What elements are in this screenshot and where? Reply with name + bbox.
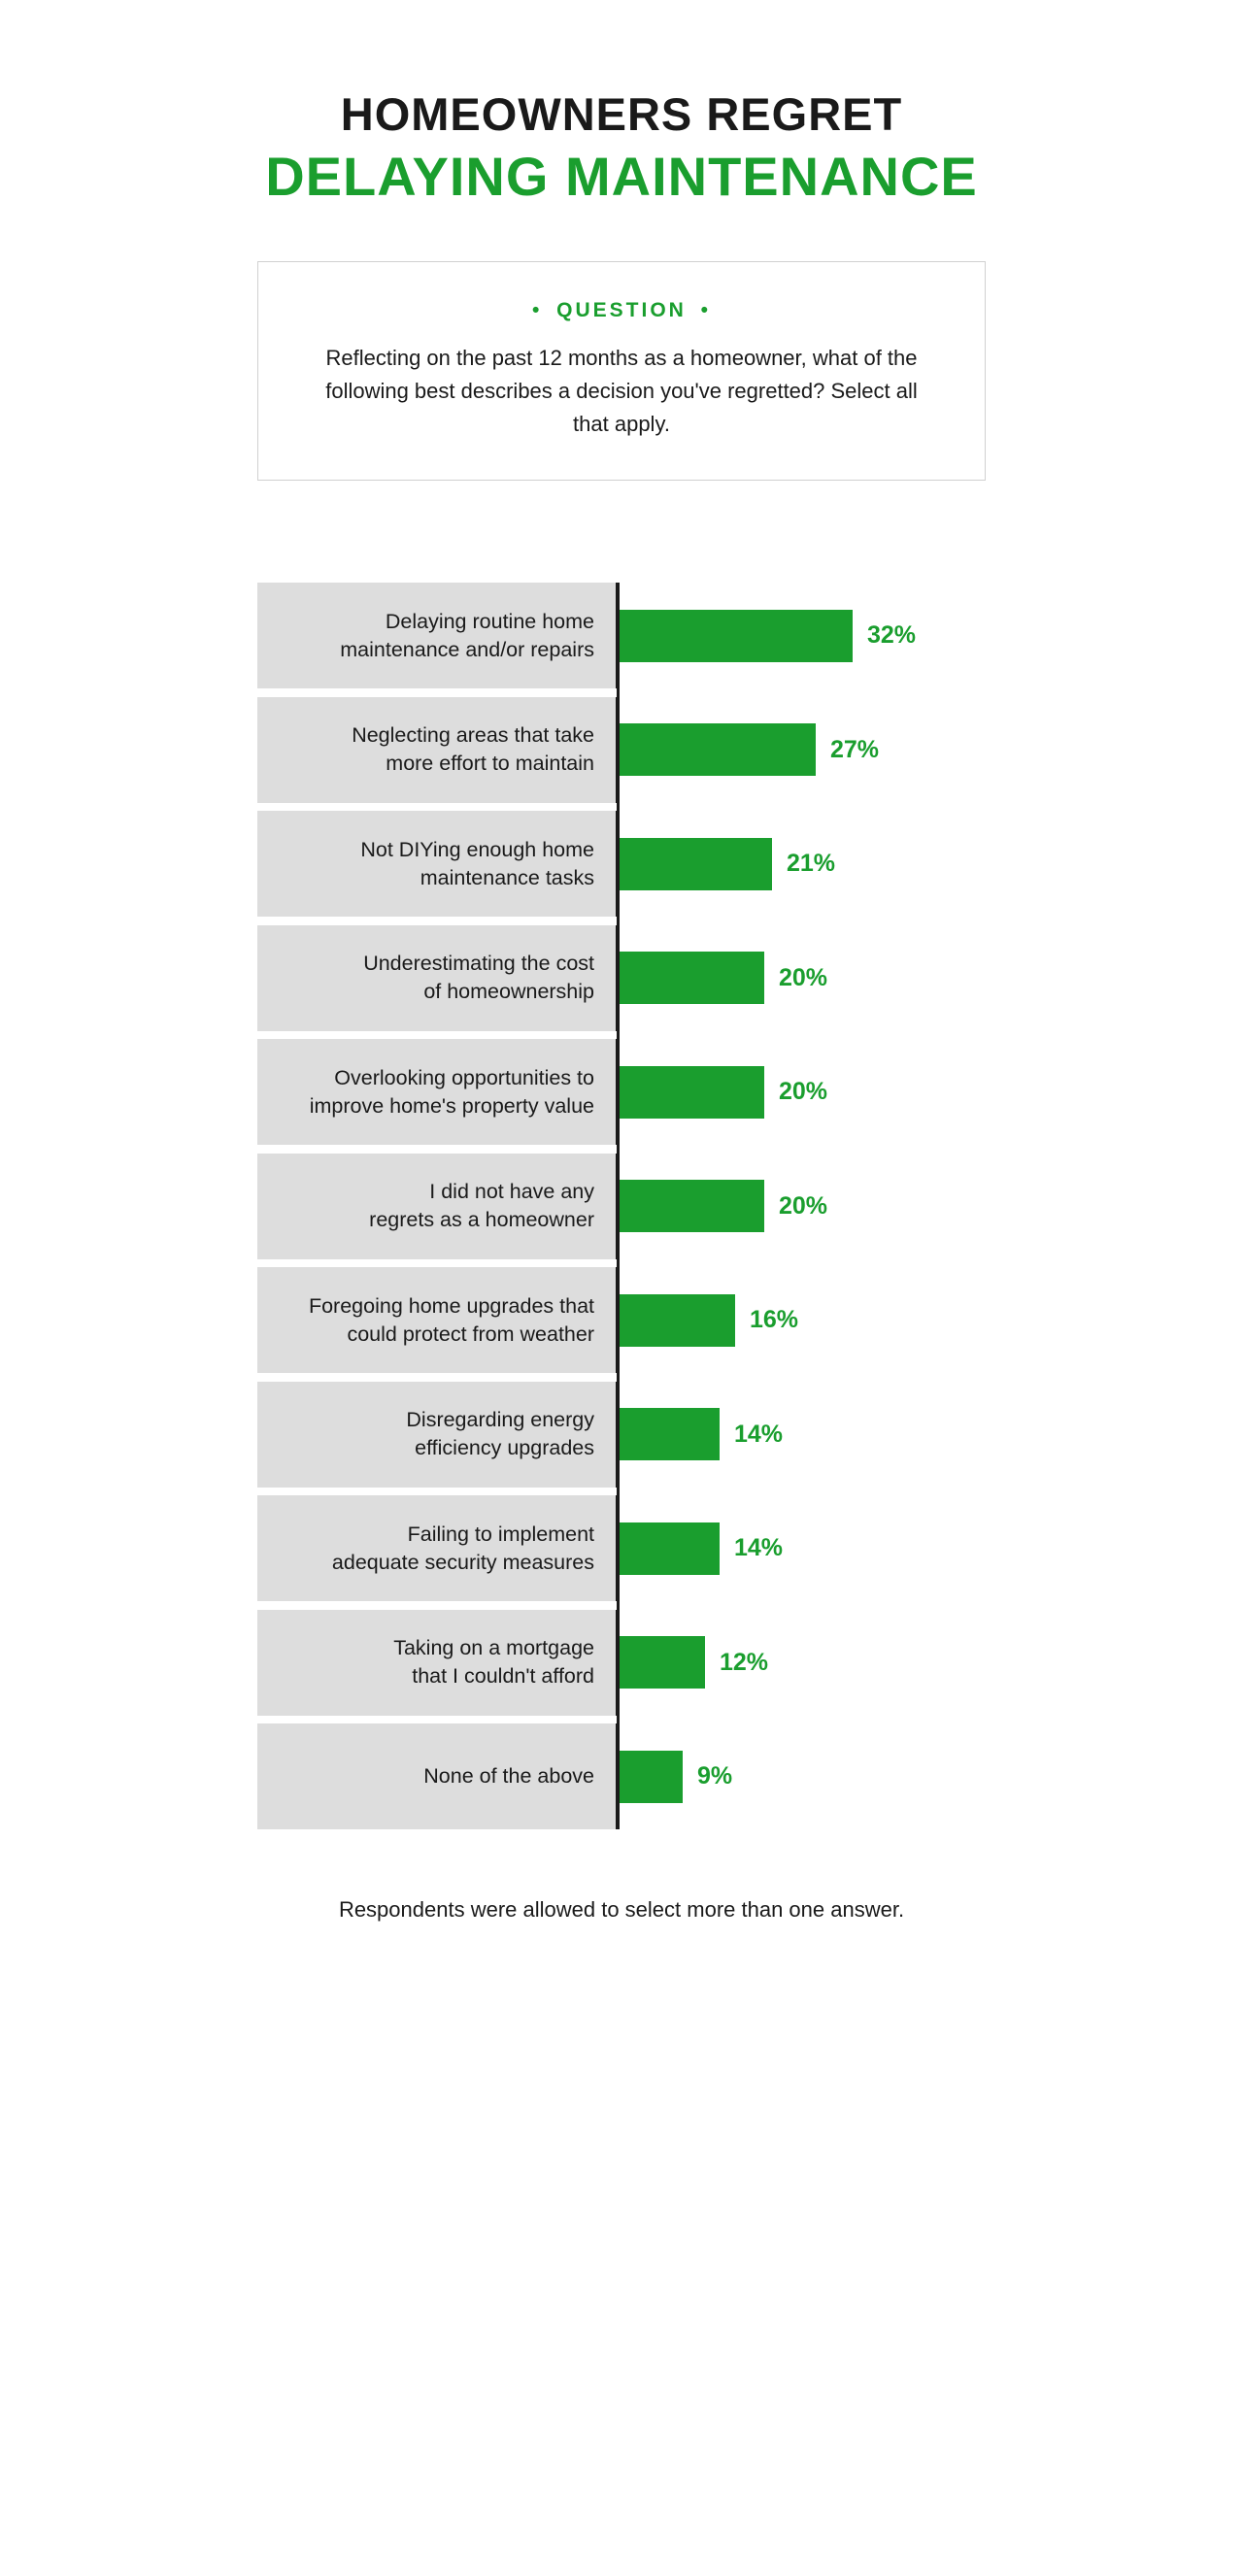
chart-bar: [617, 1066, 764, 1119]
chart-row-bar-cell: 12%: [617, 1610, 986, 1716]
chart-row-label: Failing to implementadequate security me…: [257, 1495, 617, 1601]
chart-bar-value: 12%: [720, 1649, 768, 1677]
chart-row-label: Foregoing home upgrades thatcould protec…: [257, 1267, 617, 1373]
chart-row: None of the above 9%: [257, 1723, 986, 1829]
chart-row-label-line2: regrets as a homeowner: [369, 1206, 594, 1234]
chart-row-label-line1: Delaying routine home: [386, 608, 594, 636]
chart-row: Delaying routine homemaintenance and/or …: [257, 583, 986, 688]
question-label: • QUESTION •: [317, 299, 926, 322]
chart-row-label: Taking on a mortgagethat I couldn't affo…: [257, 1610, 617, 1716]
chart-bar-value: 27%: [830, 736, 879, 764]
chart-row: Underestimating the costof homeownership…: [257, 925, 986, 1031]
chart-row-bar-cell: 14%: [617, 1495, 986, 1601]
chart-row-label: Disregarding energyefficiency upgrades: [257, 1382, 617, 1488]
chart-row-label: Underestimating the costof homeownership: [257, 925, 617, 1031]
chart-row-label-line1: I did not have any: [429, 1178, 594, 1206]
chart-row: I did not have anyregrets as a homeowner…: [257, 1154, 986, 1259]
chart-row-label-line2: more effort to maintain: [386, 750, 594, 778]
chart-row: Not DIYing enough homemaintenance tasks 2…: [257, 811, 986, 917]
chart-bar-value: 20%: [779, 1078, 827, 1106]
question-text: Reflecting on the past 12 months as a ho…: [317, 342, 926, 441]
chart-bar-value: 20%: [779, 1192, 827, 1221]
chart-bar: [617, 723, 816, 776]
chart-bar-value: 32%: [867, 621, 916, 650]
chart-row-bar-cell: 20%: [617, 1039, 986, 1145]
infographic-page: HOMEOWNERS REGRET DELAYING MAINTENANCE •…: [0, 0, 1243, 2576]
chart-row-label-line1: Foregoing home upgrades that: [309, 1292, 594, 1321]
chart-bar-value: 21%: [787, 850, 835, 878]
chart-row-label-line2: adequate security measures: [332, 1549, 594, 1577]
chart-bar-value: 14%: [734, 1421, 783, 1449]
chart-row-label-line1: Not DIYing enough home: [360, 836, 594, 864]
chart-row-label-line2: efficiency upgrades: [415, 1434, 594, 1462]
chart-row-label-line2: maintenance and/or repairs: [340, 636, 594, 664]
chart-row-label-line2: maintenance tasks: [420, 864, 594, 892]
chart-bar: [617, 1294, 735, 1347]
chart-bar: [617, 1180, 764, 1232]
chart-row-bar-cell: 32%: [617, 583, 986, 688]
chart-row-label-line2: that I couldn't afford: [412, 1662, 594, 1690]
chart-bar: [617, 1408, 720, 1460]
chart-row: Disregarding energyefficiency upgrades 14…: [257, 1382, 986, 1488]
chart-row-label: Overlooking opportunities toimprove home…: [257, 1039, 617, 1145]
chart-bar-value: 16%: [750, 1306, 798, 1334]
chart-row: Taking on a mortgagethat I couldn't affo…: [257, 1610, 986, 1716]
chart-row-bar-cell: 9%: [617, 1723, 986, 1829]
chart-row: Neglecting areas that takemore effort to…: [257, 697, 986, 803]
chart-bar: [617, 1636, 705, 1689]
chart-bar-value: 20%: [779, 964, 827, 992]
chart-row-bar-cell: 20%: [617, 925, 986, 1031]
chart-row: Overlooking opportunities toimprove home…: [257, 1039, 986, 1145]
chart-row: Foregoing home upgrades thatcould protec…: [257, 1267, 986, 1373]
chart-row-label: I did not have anyregrets as a homeowner: [257, 1154, 617, 1259]
chart-axis-line: [617, 583, 620, 1829]
chart-bar: [617, 610, 853, 662]
title-line1: HOMEOWNERS REGRET: [257, 87, 986, 141]
chart-bar: [617, 1522, 720, 1575]
chart-row-bar-cell: 14%: [617, 1382, 986, 1488]
chart-row-label-line2: improve home's property value: [310, 1092, 594, 1121]
title-block: HOMEOWNERS REGRET DELAYING MAINTENANCE: [257, 87, 986, 208]
chart-row-bar-cell: 27%: [617, 697, 986, 803]
chart-row-label: Neglecting areas that takemore effort to…: [257, 697, 617, 803]
chart-row-label-line1: Neglecting areas that take: [352, 721, 594, 750]
chart-row-label-line2: could protect from weather: [347, 1321, 594, 1349]
chart-bar: [617, 838, 772, 890]
regret-bar-chart: Delaying routine homemaintenance and/or …: [257, 583, 986, 1829]
chart-row-bar-cell: 20%: [617, 1154, 986, 1259]
chart-row-label-line1: Underestimating the cost: [363, 950, 594, 978]
chart-row-label: Delaying routine homemaintenance and/or …: [257, 583, 617, 688]
chart-row-bar-cell: 21%: [617, 811, 986, 917]
chart-bar-value: 14%: [734, 1534, 783, 1562]
chart-row-label: Not DIYing enough homemaintenance tasks: [257, 811, 617, 917]
chart-footnote: Respondents were allowed to select more …: [257, 1897, 986, 1923]
chart-row-label-line1: Taking on a mortgage: [393, 1634, 594, 1662]
chart-bar-value: 9%: [697, 1762, 732, 1790]
chart-bar: [617, 1751, 683, 1803]
chart-row-label-line1: Failing to implement: [408, 1521, 594, 1549]
chart-row-label-line1: None of the above: [423, 1762, 594, 1790]
chart-row-label-line1: Overlooking opportunities to: [334, 1064, 594, 1092]
title-line2: DELAYING MAINTENANCE: [257, 145, 986, 208]
chart-row-label-line2: of homeownership: [423, 978, 594, 1006]
question-box: • QUESTION • Reflecting on the past 12 m…: [257, 261, 986, 481]
chart-bar: [617, 952, 764, 1004]
chart-row-label-line1: Disregarding energy: [406, 1406, 594, 1434]
chart-row-label: None of the above: [257, 1723, 617, 1829]
chart-row-bar-cell: 16%: [617, 1267, 986, 1373]
chart-row: Failing to implementadequate security me…: [257, 1495, 986, 1601]
